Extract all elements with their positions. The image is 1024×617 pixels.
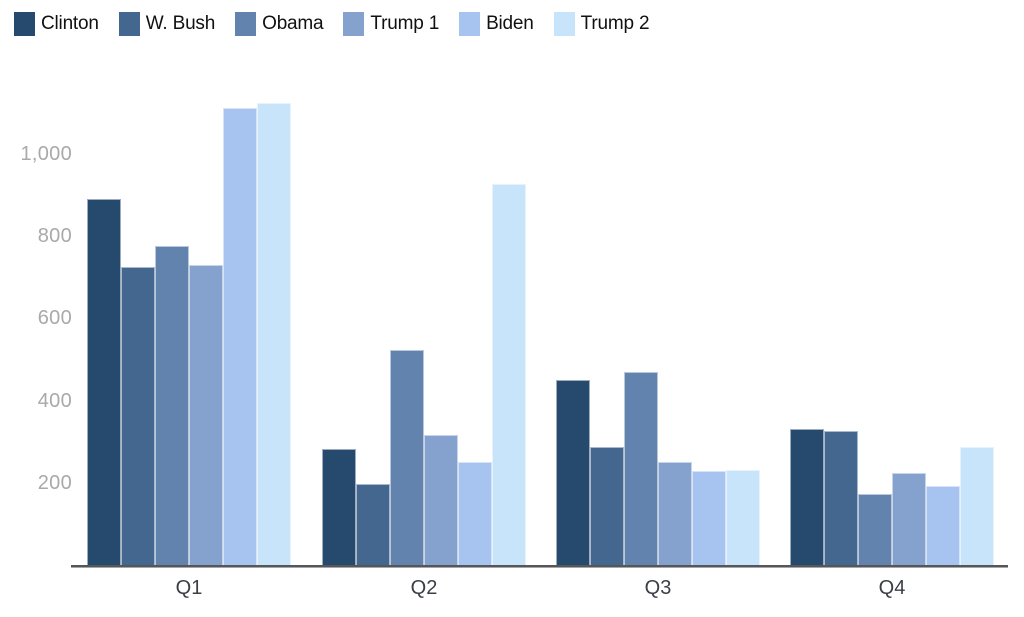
bar-trump-1-q1 [189, 265, 223, 565]
bar-obama-q2 [390, 350, 424, 565]
legend-label: Trump 2 [580, 13, 650, 34]
bar-w-bush-q2 [356, 484, 390, 565]
bar-group-q4 [790, 95, 994, 565]
legend-item-trump-1: Trump 1 [343, 12, 439, 36]
legend-swatch-clinton [14, 12, 35, 36]
bar-biden-q2 [458, 462, 492, 565]
y-tick-label: 1,000 [20, 143, 72, 165]
bar-trump-2-q2 [492, 184, 526, 565]
legend-swatch-biden [459, 12, 481, 36]
x-tick-label-q4: Q4 [878, 577, 906, 599]
bar-clinton-q2 [322, 449, 356, 565]
bar-trump-2-q1 [257, 103, 291, 565]
bar-group-q2 [322, 95, 526, 565]
bar-trump-1-q4 [892, 473, 926, 565]
plot-area [71, 95, 1008, 565]
bar-clinton-q3 [556, 380, 590, 565]
bar-obama-q3 [624, 372, 658, 565]
x-axis-line [71, 565, 1008, 567]
x-tick-label-q3: Q3 [644, 577, 672, 599]
legend-item-biden: Biden [459, 12, 534, 36]
bar-trump-1-q2 [424, 435, 458, 565]
legend-swatch-trump-2 [553, 12, 575, 36]
legend-item-clinton: Clinton [14, 12, 99, 36]
legend-label: Obama [262, 13, 324, 34]
y-tick-label: 800 [37, 225, 72, 247]
bar-biden-q3 [692, 471, 726, 565]
bar-obama-q4 [858, 494, 892, 565]
bar-group-q3 [556, 95, 760, 565]
bar-group-q1 [87, 95, 291, 565]
y-tick-label: 600 [37, 307, 72, 329]
bar-obama-q1 [155, 246, 189, 565]
bar-w-bush-q4 [824, 431, 858, 565]
legend-label: W. Bush [145, 13, 216, 34]
legend-label: Biden [486, 13, 534, 34]
bar-w-bush-q3 [590, 447, 624, 565]
x-tick-label-q2: Q2 [410, 577, 438, 599]
bar-trump-2-q3 [726, 470, 760, 565]
bar-biden-q1 [223, 108, 257, 565]
bar-trump-2-q4 [960, 447, 994, 565]
y-axis: 200 400 600 800 1,000 [0, 0, 72, 617]
legend-item-obama: Obama [235, 12, 324, 36]
bar-biden-q4 [926, 486, 960, 565]
legend-swatch-trump-1 [343, 12, 365, 36]
legend-label: Clinton [41, 13, 99, 34]
legend-label: Trump 1 [370, 13, 440, 34]
legend-swatch-obama [235, 12, 257, 36]
legend-item-trump-2: Trump 2 [553, 12, 650, 36]
legend-item-w-bush: W. Bush [118, 12, 216, 36]
legend-swatch-w-bush [118, 12, 140, 36]
y-tick-label: 200 [37, 472, 72, 494]
bar-w-bush-q1 [121, 267, 155, 565]
y-tick-label: 400 [37, 390, 72, 412]
bar-clinton-q1 [87, 199, 121, 565]
bar-clinton-q4 [790, 429, 824, 565]
chart-legend: Clinton W. Bush Obama Trump 1 Biden Trump 2 [14, 12, 650, 36]
x-tick-label-q1: Q1 [175, 577, 203, 599]
bar-trump-1-q3 [658, 462, 692, 565]
